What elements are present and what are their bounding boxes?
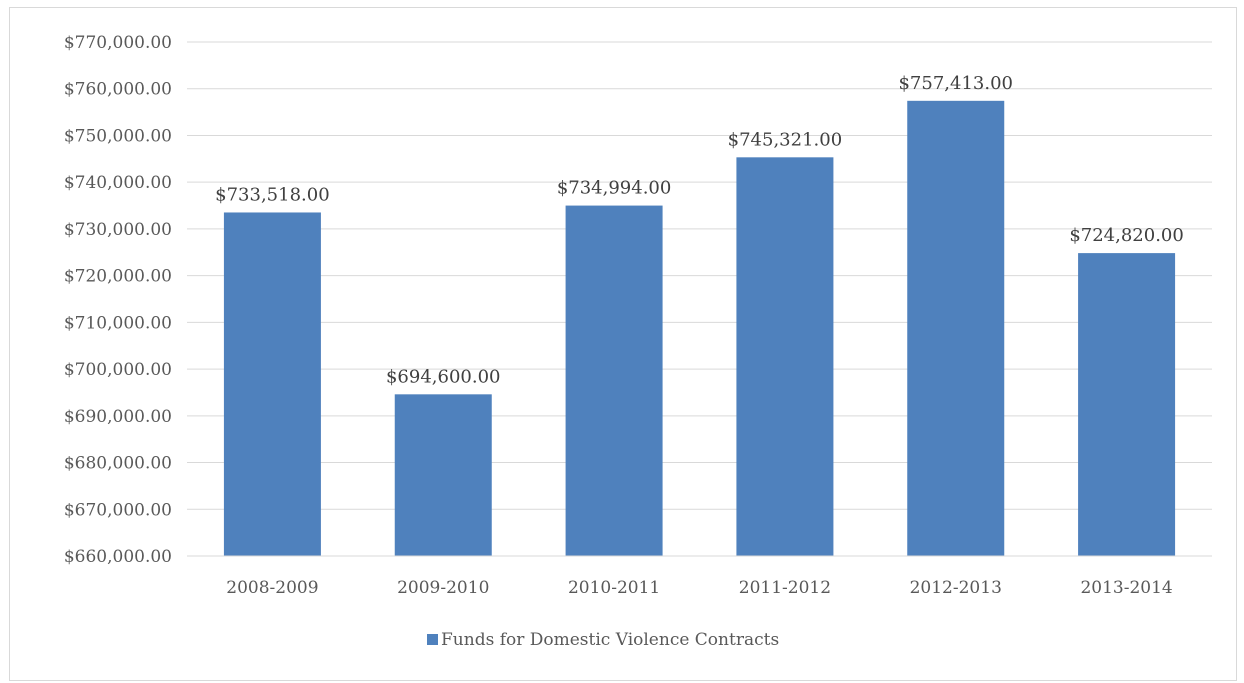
y-tick-label: $740,000.00 [64, 173, 172, 193]
data-label: $724,820.00 [1069, 225, 1184, 246]
y-tick-label: $680,000.00 [64, 454, 172, 474]
bar-series [223, 100, 1176, 557]
x-tick-label: 2013-2014 [1080, 578, 1172, 598]
x-tick-label: 2010-2011 [568, 578, 660, 598]
x-axis: 2008-2009 2009-2010 2010-2011 2011-2012 2012… [187, 555, 1212, 598]
y-tick-label: $720,000.00 [64, 267, 172, 287]
y-tick-label: $670,000.00 [64, 500, 172, 520]
y-axis: $660,000.00 $670,000.00 $680,000.00 $690,00… [64, 33, 172, 567]
data-label: $694,600.00 [386, 366, 501, 387]
gridlines [187, 41, 1212, 557]
y-tick-label: $750,000.00 [64, 126, 172, 146]
bar [565, 205, 663, 556]
x-tick-label: 2008-2009 [226, 578, 318, 598]
y-tick-label: $700,000.00 [64, 360, 172, 380]
y-tick-label: $730,000.00 [64, 220, 172, 240]
legend-swatch [427, 634, 438, 645]
y-tick-label: $760,000.00 [64, 80, 172, 100]
bar [907, 100, 1005, 557]
y-tick-label: $690,000.00 [64, 407, 172, 427]
x-tick-label: 2012-2013 [910, 578, 1002, 598]
bar [223, 212, 321, 556]
data-label: $733,518.00 [215, 184, 330, 205]
y-tick-label: $660,000.00 [64, 547, 172, 567]
bar [1078, 253, 1176, 556]
legend-label: Funds for Domestic Violence Contracts [441, 630, 779, 650]
data-labels: $733,518.00 $694,600.00 $734,994.00 $745,32… [215, 73, 1184, 388]
data-label: $734,994.00 [557, 178, 672, 199]
y-tick-label: $710,000.00 [64, 313, 172, 333]
data-label: $745,321.00 [728, 129, 843, 150]
legend: Funds for Domestic Violence Contracts [427, 630, 779, 650]
y-tick-label: $770,000.00 [64, 33, 172, 53]
x-tick-label: 2011-2012 [739, 578, 831, 598]
x-tick-label: 2009-2010 [397, 578, 489, 598]
bar [394, 394, 492, 556]
bar [736, 157, 834, 556]
data-label: $757,413.00 [898, 73, 1013, 94]
